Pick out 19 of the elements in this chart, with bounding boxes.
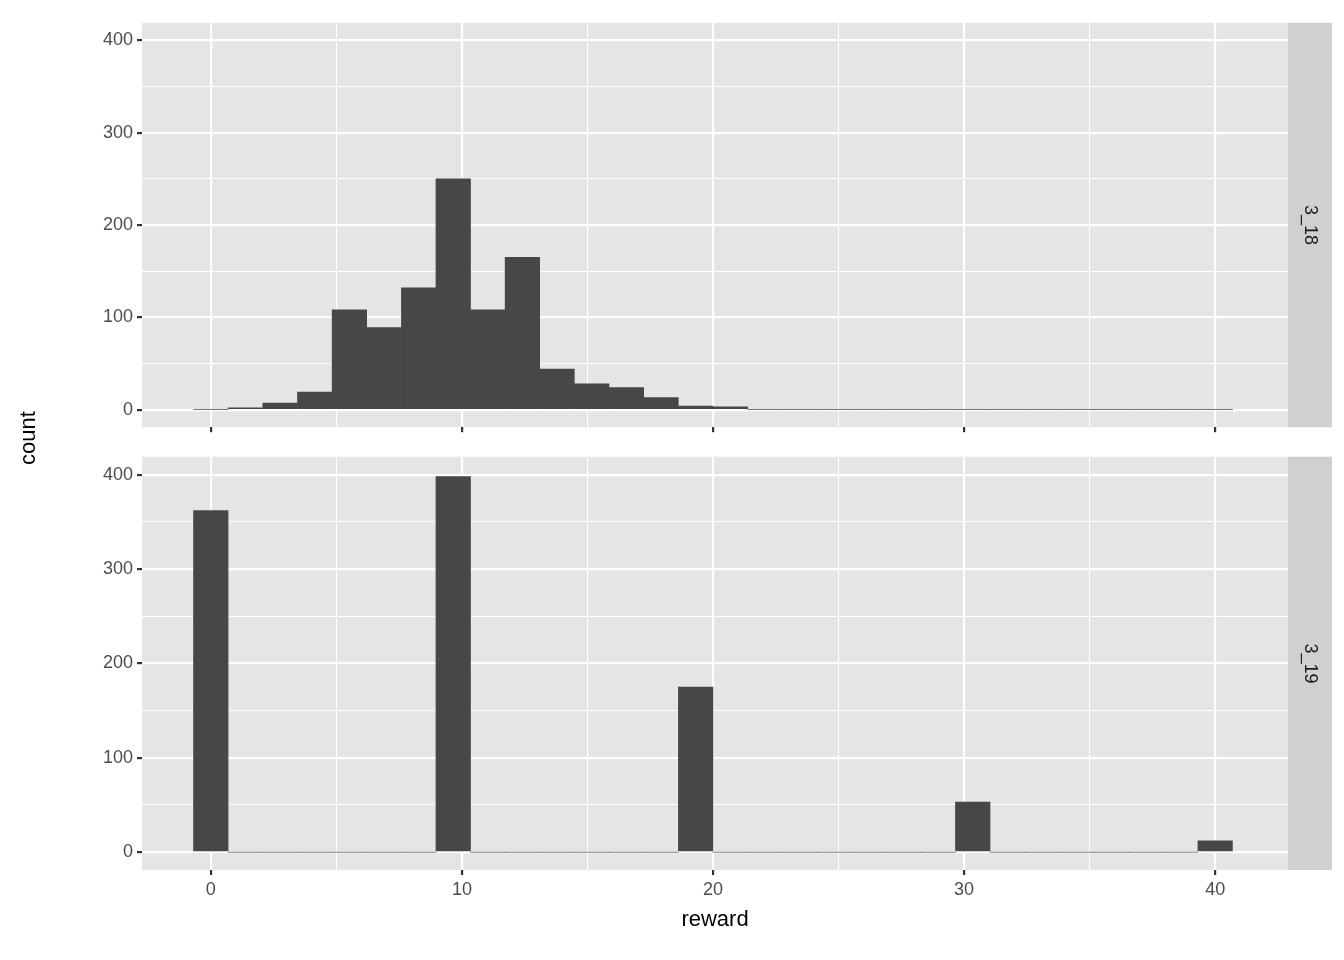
y-tick-label: 300 bbox=[102, 558, 133, 579]
y-tick-label: 0 bbox=[122, 398, 133, 419]
x-tick-label: 20 bbox=[702, 878, 724, 899]
x-tick-label: 10 bbox=[451, 878, 472, 899]
y-tick-label: 100 bbox=[102, 306, 133, 327]
x-tick-label: 0 bbox=[205, 878, 216, 899]
y-tick-label: 200 bbox=[102, 213, 133, 234]
y-tick-label: 400 bbox=[102, 29, 133, 50]
y-tick-label: 200 bbox=[102, 652, 133, 673]
y-tick-label: 100 bbox=[102, 746, 133, 767]
y-tick-label: 300 bbox=[102, 121, 133, 142]
x-tick-label: 40 bbox=[1205, 878, 1226, 899]
y-tick-label: 400 bbox=[102, 463, 133, 484]
y-axis-title: count bbox=[15, 411, 41, 465]
x-axis-title: reward bbox=[681, 905, 749, 931]
y-tick-label: 0 bbox=[122, 841, 133, 862]
x-tick-label: 30 bbox=[954, 878, 975, 899]
text: 3_19 bbox=[1300, 643, 1322, 684]
text: 3_18 bbox=[1300, 204, 1322, 246]
